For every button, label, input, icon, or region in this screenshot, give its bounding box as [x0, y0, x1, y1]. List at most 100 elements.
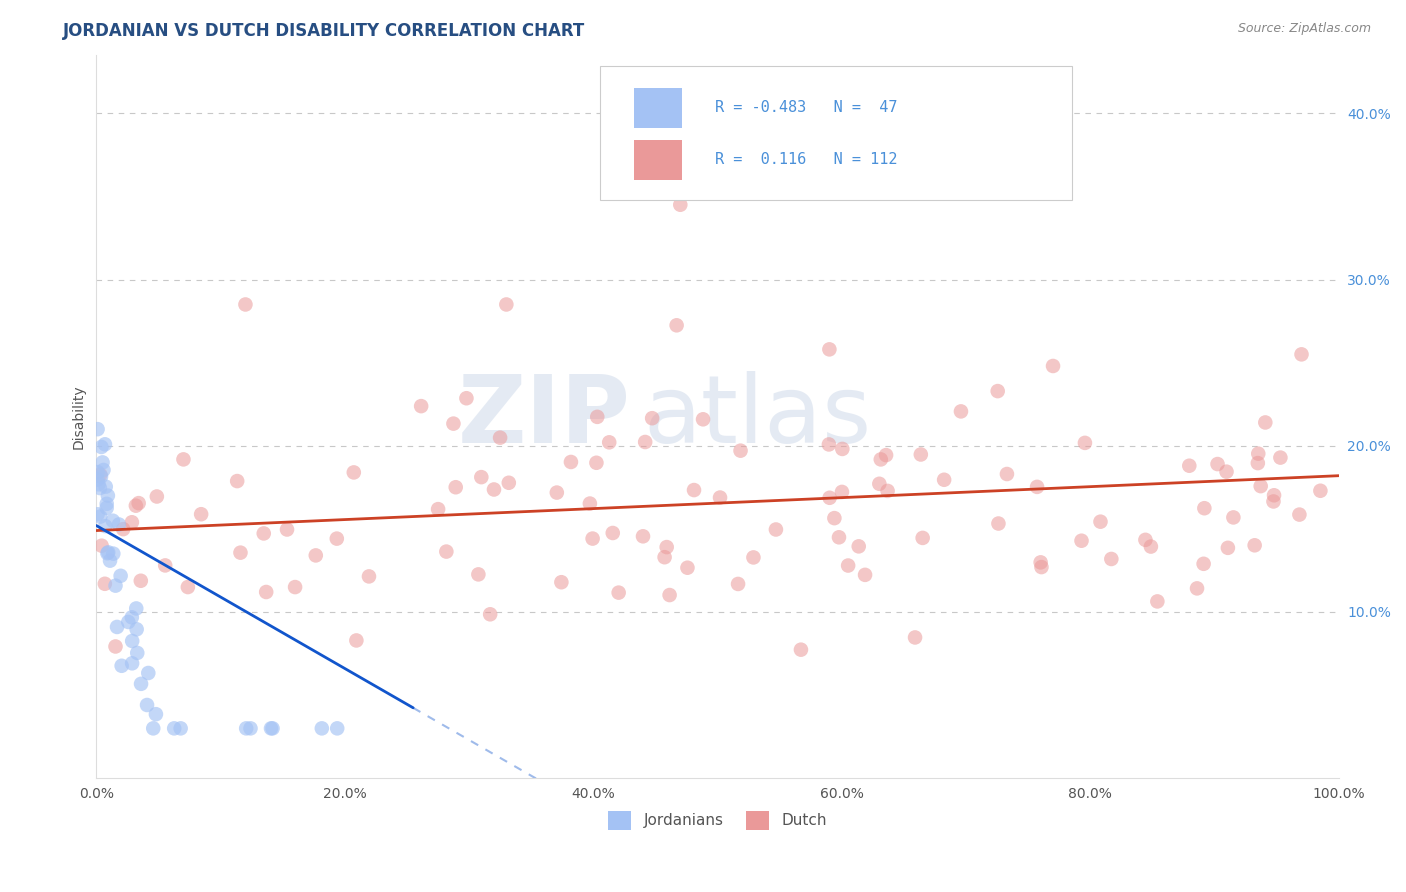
- Point: [949, 404, 972, 418]
- Point: [868, 476, 890, 491]
- Point: [111, 658, 134, 673]
- Text: R =  0.116   N = 112: R = 0.116 N = 112: [716, 153, 897, 168]
- Point: [585, 456, 607, 470]
- Point: [86, 508, 108, 522]
- Point: [96, 497, 118, 511]
- Point: [254, 585, 277, 599]
- Point: [550, 575, 572, 590]
- Point: [305, 549, 328, 563]
- Point: [121, 610, 143, 624]
- Point: [669, 198, 692, 212]
- Point: [1135, 533, 1157, 547]
- Point: [1140, 540, 1163, 554]
- Point: [86, 465, 108, 479]
- Point: [91, 455, 114, 469]
- Legend: Jordanians, Dutch: Jordanians, Dutch: [602, 805, 832, 836]
- Point: [1090, 515, 1112, 529]
- Point: [875, 448, 897, 462]
- Point: [276, 523, 298, 537]
- Point: [665, 318, 688, 333]
- Point: [96, 546, 118, 560]
- Point: [676, 560, 699, 574]
- Point: [1031, 560, 1053, 574]
- Point: [1247, 456, 1270, 470]
- Bar: [634, 140, 682, 180]
- Point: [602, 526, 624, 541]
- Point: [818, 491, 841, 505]
- Point: [86, 422, 108, 436]
- Point: [482, 483, 505, 497]
- Point: [683, 483, 706, 497]
- Point: [818, 343, 841, 357]
- FancyBboxPatch shape: [599, 66, 1071, 200]
- Point: [177, 580, 200, 594]
- Point: [96, 500, 118, 515]
- Point: [1146, 594, 1168, 608]
- Point: [1222, 510, 1244, 524]
- Point: [470, 470, 492, 484]
- Point: [343, 466, 366, 480]
- Point: [262, 722, 284, 736]
- Point: [1206, 457, 1229, 471]
- Point: [89, 481, 111, 495]
- Point: [631, 529, 654, 543]
- Point: [1215, 465, 1237, 479]
- Point: [94, 480, 117, 494]
- Point: [730, 443, 752, 458]
- Point: [172, 452, 194, 467]
- Point: [1247, 447, 1270, 461]
- Point: [1178, 458, 1201, 473]
- Point: [1270, 450, 1292, 465]
- Point: [1250, 479, 1272, 493]
- Point: [125, 499, 148, 513]
- Point: [1263, 488, 1285, 502]
- Point: [101, 514, 124, 528]
- Point: [94, 519, 117, 533]
- Point: [456, 391, 478, 405]
- Point: [1243, 538, 1265, 552]
- Point: [326, 722, 349, 736]
- Point: [163, 722, 186, 736]
- Point: [828, 530, 851, 544]
- Point: [344, 633, 367, 648]
- Point: [89, 467, 111, 482]
- Point: [853, 567, 876, 582]
- Point: [129, 677, 152, 691]
- Point: [634, 435, 657, 450]
- Text: Source: ZipAtlas.com: Source: ZipAtlas.com: [1237, 22, 1371, 36]
- Point: [742, 550, 765, 565]
- Point: [1254, 416, 1277, 430]
- Point: [411, 399, 433, 413]
- Point: [581, 532, 603, 546]
- Point: [495, 297, 517, 311]
- Point: [1070, 533, 1092, 548]
- Point: [579, 497, 602, 511]
- Y-axis label: Disability: Disability: [72, 384, 86, 449]
- Point: [910, 448, 932, 462]
- Point: [818, 437, 841, 451]
- Point: [1288, 508, 1310, 522]
- Point: [848, 540, 870, 554]
- Point: [586, 409, 609, 424]
- Point: [1263, 494, 1285, 508]
- Point: [911, 531, 934, 545]
- Point: [987, 384, 1010, 398]
- Point: [655, 540, 678, 554]
- Point: [105, 620, 128, 634]
- Point: [136, 698, 159, 712]
- Point: [654, 550, 676, 565]
- Point: [110, 569, 132, 583]
- Point: [311, 722, 333, 736]
- Point: [145, 707, 167, 722]
- Point: [934, 473, 956, 487]
- Point: [146, 490, 169, 504]
- Text: R = -0.483   N =  47: R = -0.483 N = 47: [716, 101, 897, 115]
- Point: [658, 588, 681, 602]
- Point: [90, 440, 112, 454]
- Point: [125, 622, 148, 636]
- Point: [357, 569, 380, 583]
- Point: [253, 526, 276, 541]
- Point: [153, 558, 176, 573]
- Point: [434, 544, 457, 558]
- Point: [104, 640, 127, 654]
